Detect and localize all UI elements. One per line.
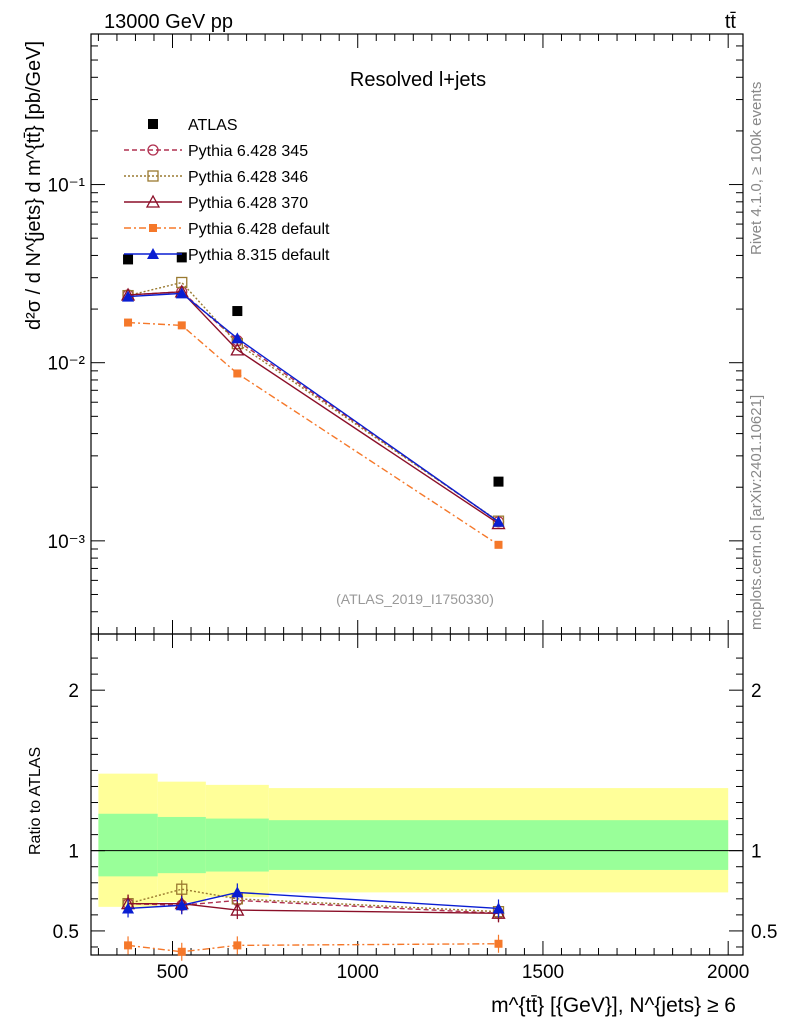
legend-label-5: Pythia 8.315 default [188, 247, 330, 264]
ratio-point-4-2 [231, 886, 244, 898]
ratio-line-3 [127, 943, 499, 953]
ratio-point-4-1 [175, 899, 188, 911]
series-line-3 [128, 291, 499, 525]
main-y-tick-label: 10⁻¹ [48, 176, 86, 197]
header-energy: 13000 GeV pp [104, 11, 233, 33]
ratio-point-3-2 [233, 941, 242, 950]
ratio-point-4-3 [492, 902, 505, 914]
data-point-5-0 [122, 290, 135, 302]
x-tick-label: 1000 [337, 962, 379, 983]
ratio-point-3-1 [177, 947, 186, 956]
data-point-4-2 [233, 369, 242, 378]
rivet-label: Rivet 4.1.0, ≥ 100k events [748, 82, 765, 255]
ratio-line-4 [128, 891, 499, 910]
x-tick-label: 2000 [707, 962, 749, 983]
uncertainty-band-green-1 [157, 816, 206, 874]
ratio-point-2-2 [230, 902, 245, 916]
series-line-4 [128, 321, 499, 546]
legend-label-2: Pythia 6.428 346 [188, 169, 308, 186]
legend-label-4: Pythia 6.428 default [188, 221, 330, 238]
data-point-0-1 [176, 252, 187, 263]
ratio-frame [90, 633, 744, 956]
ratio-point-4-0 [122, 902, 135, 914]
plot-title: Resolved l+jets [350, 69, 486, 91]
uncertainty-band-green-0 [98, 813, 158, 877]
ratio-y-axis-label: Ratio to ATLAS [27, 747, 44, 855]
legend-label-0: ATLAS [188, 117, 238, 134]
series-line-2 [127, 281, 499, 522]
x-tick-label: 1500 [522, 962, 564, 983]
x-tick-label: 500 [157, 962, 189, 983]
data-point-3-2 [230, 342, 245, 356]
ratio-y-tick-label-left: 1 [68, 842, 79, 863]
data-point-5-3 [492, 515, 505, 527]
series-line-5 [128, 292, 499, 523]
header-process: tt̄ [725, 11, 737, 33]
ratio-point-3-0 [124, 941, 133, 950]
data-point-4-1 [177, 321, 186, 330]
x-axis-label: m^{tt̄} [{GeV}], N^{jets} ≥ 6 [491, 994, 736, 1017]
legend-marker-0 [148, 119, 158, 129]
data-point-5-2 [231, 332, 244, 344]
ratio-y-tick-label-right: 0.5 [751, 922, 777, 943]
mcplots-label: mcplots.cern.ch [arXiv:2401.10621] [748, 395, 765, 630]
main-panel: 10⁻¹ 10⁻² 10⁻³ [48, 33, 744, 635]
legend: ATLAS Pythia 6.428 345 Pythia 6.428 346 Pyt… [124, 117, 330, 264]
data-point-4-3 [494, 540, 503, 549]
ratio-y-tick-label-left: 0.5 [53, 922, 79, 943]
ratio-point-1-1 [176, 883, 188, 895]
legend-label-3: Pythia 6.428 370 [188, 195, 308, 212]
data-point-0-0 [123, 254, 134, 265]
main-y-tick-label: 10⁻³ [48, 532, 86, 553]
main-y-axis-label: d²σ / d N^{jets} d m^{tt̄} [pb/GeV] [23, 41, 45, 330]
legend-marker-3 [145, 194, 161, 208]
data-point-5-1 [175, 287, 188, 299]
legend-label-1: Pythia 6.428 345 [188, 143, 308, 160]
legend-marker-4 [149, 224, 157, 232]
uncertainty-band-green-2 [205, 818, 269, 872]
ratio-y-tick-label-right: 2 [751, 681, 762, 702]
analysis-watermark: (ATLAS_2019_I1750330) [336, 591, 494, 607]
ratio-point-3-3 [494, 939, 503, 948]
ratio-y-tick-label-right: 1 [751, 842, 762, 863]
ratio-y-tick-label-left: 2 [68, 681, 79, 702]
ratio-line-0 [128, 899, 499, 914]
legend-marker-2 [147, 170, 159, 182]
legend-marker-1 [147, 144, 159, 156]
main-y-tick-label: 10⁻² [48, 354, 86, 375]
uncertainty-band-green-3 [268, 820, 729, 870]
legend-marker-5 [147, 248, 159, 259]
ratio-line-2 [128, 902, 499, 914]
data-point-4-0 [124, 318, 133, 327]
data-point-0-2 [232, 306, 243, 317]
data-point-0-3 [493, 476, 504, 487]
